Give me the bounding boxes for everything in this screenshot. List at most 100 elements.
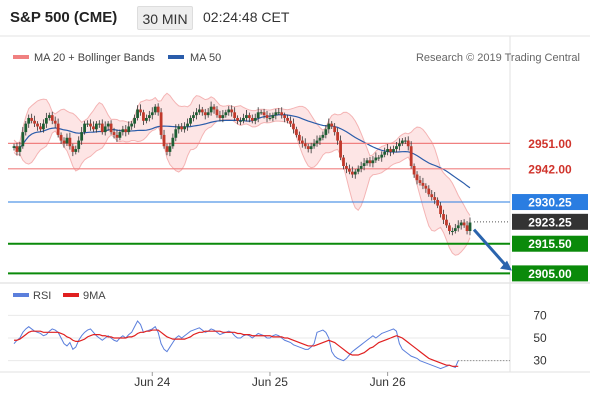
- candle-body-97: [297, 134, 301, 141]
- candle-body-117: [356, 168, 360, 172]
- candle-body-128: [389, 149, 392, 152]
- candle-body-120: [365, 160, 369, 164]
- rsi-tick-label-0: 70: [533, 308, 547, 322]
- rsi-tick-label-1: 50: [533, 331, 547, 345]
- candle-body-39: [127, 126, 131, 133]
- rsi-tick-label-2: 30: [533, 354, 547, 368]
- candle-body-66: [206, 112, 210, 116]
- candle-body-116: [353, 171, 357, 175]
- candle-body-124: [377, 157, 381, 159]
- candle-body-31: [103, 126, 107, 133]
- candle-body-125: [380, 154, 384, 158]
- candle-body-58: [183, 126, 187, 130]
- candle-body-78: [242, 117, 245, 121]
- candle-body-33: [109, 123, 113, 133]
- legend-swatch-rsi: [13, 293, 29, 297]
- candle-body-114: [347, 168, 351, 172]
- candle-body-19: [68, 137, 72, 147]
- candle-body-70: [218, 115, 222, 118]
- candle-body-77: [239, 120, 242, 122]
- candle-body-42: [136, 109, 139, 118]
- candle-body-68: [212, 106, 216, 110]
- candle-body-2: [18, 146, 22, 152]
- level-label-4: 2915.50: [528, 237, 572, 251]
- candle-body-152: [459, 222, 463, 226]
- candle-body-104: [318, 137, 322, 141]
- candle-body-43: [139, 109, 142, 113]
- candle-body-150: [453, 228, 457, 232]
- candle-body-36: [118, 132, 122, 138]
- candle-body-40: [130, 123, 134, 127]
- candle-body-5: [27, 117, 31, 124]
- level-badge-2: [512, 194, 588, 211]
- candle-body-60: [189, 117, 192, 124]
- candle-body-41: [133, 117, 137, 124]
- candle-body-131: [397, 143, 401, 147]
- candle-body-112: [342, 157, 345, 167]
- candle-body-79: [245, 115, 248, 118]
- level-label-2: 2930.25: [528, 196, 572, 210]
- bollinger-upper: [13, 92, 471, 216]
- candle-body-82: [253, 117, 257, 121]
- candle-body-90: [277, 112, 281, 114]
- candle-body-109: [333, 126, 337, 133]
- candle-body-3: [21, 132, 25, 147]
- candle-body-35: [115, 134, 119, 138]
- candle-body-72: [224, 112, 228, 116]
- x-tick-label-2: Jun 26: [370, 375, 406, 389]
- candle-body-67: [209, 106, 213, 113]
- candle-body-15: [56, 123, 60, 135]
- instrument-title: S&P 500 (CME): [10, 9, 118, 26]
- candle-body-134: [406, 140, 410, 147]
- candle-body-20: [71, 146, 75, 152]
- candle-body-44: [142, 112, 145, 121]
- candle-body-30: [100, 123, 104, 133]
- candle-body-143: [433, 197, 437, 200]
- level-badge-5: [512, 265, 588, 282]
- candle-body-52: [165, 146, 169, 152]
- candle-body-46: [147, 115, 151, 118]
- candle-body-98: [300, 140, 304, 144]
- candle-body-127: [386, 149, 390, 152]
- candle-body-111: [339, 140, 342, 158]
- candle-body-108: [330, 123, 334, 127]
- candle-body-141: [427, 188, 431, 195]
- projection-arrowhead: [500, 260, 512, 271]
- candle-body-126: [383, 151, 387, 155]
- candle-body-146: [442, 214, 445, 220]
- candle-body-27: [92, 126, 95, 130]
- candle-body-123: [374, 157, 378, 161]
- legend-label-ma20: MA 20 + Bollinger Bands: [34, 52, 155, 64]
- projection-arrow: [472, 228, 508, 267]
- candle-body-103: [315, 140, 319, 144]
- candle-body-81: [250, 117, 254, 121]
- candle-body-50: [159, 112, 163, 135]
- ma50-line: [13, 114, 471, 189]
- candle-body-4: [24, 123, 28, 133]
- timeframe-selector[interactable]: 30 MIN: [137, 6, 193, 30]
- candle-body-53: [168, 146, 172, 152]
- candle-body-93: [286, 117, 289, 121]
- candle-body-85: [262, 112, 266, 116]
- candle-body-12: [47, 115, 51, 118]
- candle-body-95: [292, 123, 295, 130]
- candle-body-84: [259, 112, 263, 114]
- candle-body-76: [236, 117, 239, 121]
- candle-body-87: [268, 117, 272, 119]
- candle-body-83: [256, 112, 260, 118]
- candle-body-13: [50, 115, 54, 121]
- rsi-9ma-line: [14, 329, 459, 367]
- candle-body-32: [106, 123, 110, 127]
- candle-body-11: [44, 117, 48, 124]
- candle-body-71: [221, 115, 225, 118]
- candle-body-74: [230, 109, 234, 113]
- candle-body-54: [171, 137, 175, 147]
- level-label-0: 2951.00: [528, 137, 572, 151]
- candle-body-24: [83, 123, 87, 133]
- candle-body-151: [456, 225, 460, 229]
- candle-body-110: [336, 132, 340, 141]
- candle-body-133: [403, 140, 407, 142]
- candle-body-8: [36, 123, 39, 127]
- candle-body-64: [200, 109, 204, 113]
- candle-body-135: [409, 146, 413, 167]
